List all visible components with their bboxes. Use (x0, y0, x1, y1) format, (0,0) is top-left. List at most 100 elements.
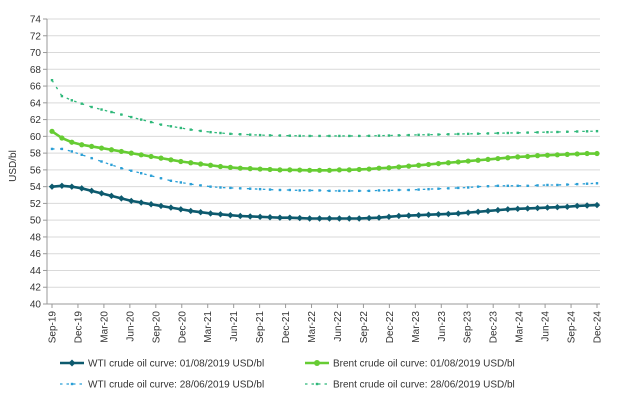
data-point (355, 215, 363, 222)
data-point (128, 197, 135, 205)
data-point (585, 182, 589, 185)
y-tick-label: 72 (30, 31, 42, 42)
data-point (564, 203, 571, 210)
data-point (59, 135, 65, 141)
data-point (544, 152, 551, 158)
data-point (70, 99, 74, 102)
data-point (286, 214, 294, 221)
y-tick-label: 56 (30, 165, 42, 176)
data-point (435, 160, 442, 167)
data-point (465, 158, 471, 164)
data-point (377, 134, 381, 137)
data-point (316, 215, 323, 222)
data-point (427, 187, 430, 191)
data-point (188, 160, 194, 166)
data-point (287, 167, 293, 173)
data-point (266, 214, 274, 221)
y-axis-label: USD/bl (8, 150, 19, 182)
data-point (496, 131, 500, 135)
data-point (594, 150, 600, 157)
data-point (566, 183, 569, 186)
x-axis: Sep-19 Dec-19 Mar-20 Jun-20 Sep-20 Dec-20 Mar-… (47, 303, 604, 344)
y-tick-label: 62 (30, 115, 42, 126)
y-tick-label: 54 (30, 182, 42, 193)
data-point (435, 211, 442, 218)
data-point (229, 132, 232, 136)
data-point (406, 163, 412, 169)
data-point (110, 163, 113, 167)
x-tick-label: Dec-19 (73, 311, 84, 344)
data-point (375, 214, 383, 221)
x-tick-label: Mar-21 (203, 311, 214, 343)
data-point (546, 130, 549, 134)
data-point (514, 205, 521, 213)
data-point (198, 161, 204, 167)
data-point (297, 167, 303, 173)
legend-marker (70, 382, 74, 386)
data-point (464, 209, 472, 216)
data-point (554, 152, 560, 158)
x-tick-label: Jun-20 (125, 311, 136, 342)
data-point (108, 192, 115, 200)
y-tick-label: 70 (30, 48, 42, 59)
data-point (130, 169, 133, 172)
data-point (147, 201, 155, 208)
data-point (256, 213, 264, 221)
data-point (227, 211, 234, 219)
data-point (158, 155, 164, 161)
x-tick-label: Sep-22 (359, 311, 370, 344)
data-point (336, 167, 342, 173)
data-point (367, 134, 371, 138)
data-point (427, 133, 430, 136)
data-point (178, 158, 184, 165)
y-tick-label: 50 (30, 216, 42, 227)
data-point (445, 160, 451, 166)
x-tick-label: Jun-23 (437, 311, 448, 342)
data-point (318, 134, 321, 138)
data-point (346, 167, 352, 173)
y-tick-label: 64 (30, 98, 42, 109)
data-point (169, 179, 173, 182)
data-point (98, 145, 105, 151)
data-point (149, 174, 153, 177)
data-point (207, 210, 214, 217)
data-point (583, 202, 591, 209)
data-point (506, 184, 510, 188)
data-point (118, 148, 124, 155)
data-point (564, 151, 570, 157)
legend-label: Brent crude oil curve: 01/08/2019 USD/bl (333, 359, 515, 370)
data-point (229, 186, 232, 190)
data-point (356, 166, 362, 173)
data-point (326, 167, 333, 173)
x-tick-label: Dec-21 (281, 311, 292, 344)
data-point (167, 204, 175, 211)
data-point (395, 212, 403, 220)
data-point (69, 139, 75, 145)
legend-item: Brent crude oil curve: 01/08/2019 USD/bl (305, 359, 515, 370)
y-tick-label: 48 (30, 232, 42, 243)
data-point (60, 147, 64, 151)
data-point (397, 188, 401, 192)
data-point (575, 130, 579, 133)
data-point (476, 185, 480, 188)
data-point (546, 183, 549, 187)
data-point (268, 134, 272, 137)
data-point (593, 201, 601, 209)
data-point (100, 108, 103, 111)
data-point (417, 188, 420, 191)
data-point (217, 211, 224, 218)
data-point (197, 209, 204, 216)
legend-item: WTI crude oil curve: 28/06/2019 USD/bl (60, 380, 264, 391)
y-tick-label: 60 (30, 132, 42, 143)
legend-label: WTI crude oil curve: 28/06/2019 USD/bl (88, 380, 264, 391)
data-point (574, 151, 580, 157)
data-point (298, 189, 301, 192)
data-point (276, 214, 284, 221)
data-point (416, 162, 422, 168)
series-4 (50, 78, 599, 138)
data-point (476, 132, 480, 135)
data-point (258, 187, 262, 191)
x-tick-label: Sep-21 (255, 311, 266, 344)
data-point (219, 131, 222, 135)
